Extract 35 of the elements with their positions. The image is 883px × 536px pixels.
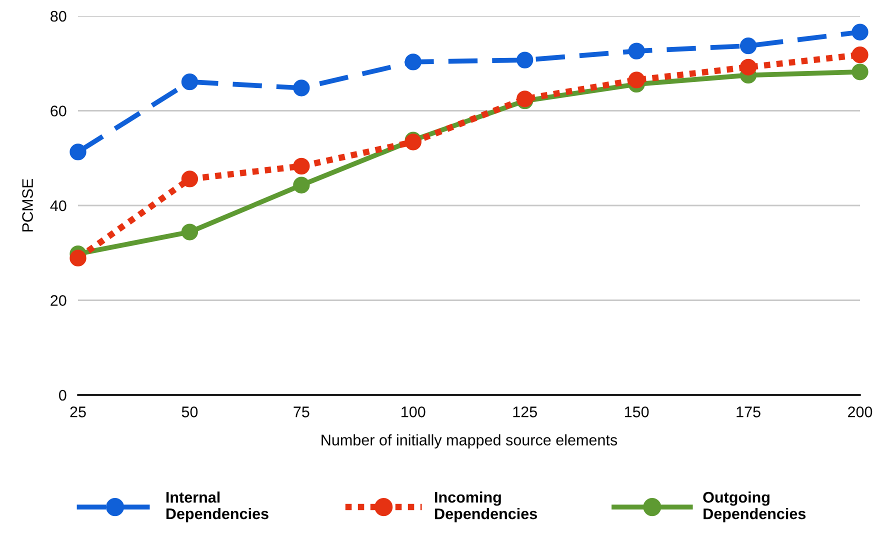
point: [628, 72, 645, 88]
point: [516, 52, 534, 68]
point: [181, 74, 198, 90]
point: [628, 42, 645, 60]
point: [852, 46, 868, 64]
point: [740, 38, 757, 54]
point: [404, 54, 422, 70]
point: [740, 58, 757, 76]
legend-label: Outgoing Dependencies: [703, 491, 806, 522]
x-tick-label: 175: [736, 406, 760, 418]
y-tick-label: 40: [50, 200, 66, 212]
x-tick-label: 100: [402, 406, 426, 418]
x-tick-label: 25: [70, 406, 86, 418]
y-tick-label: 80: [50, 10, 66, 22]
point: [70, 250, 86, 266]
x-tick-label: 200: [848, 406, 872, 418]
legend-label: Incoming Dependencies: [435, 491, 537, 522]
point: [293, 176, 310, 194]
point: [293, 80, 310, 96]
point: [70, 144, 86, 160]
y-tick-label: 0: [58, 390, 66, 401]
y-tick-label: 20: [50, 295, 66, 306]
legend-label: Internal Dependencies: [166, 492, 268, 522]
point: [293, 158, 310, 175]
point: [852, 64, 868, 80]
y-tick-label: 60: [50, 106, 66, 116]
point: [181, 224, 198, 240]
point: [181, 170, 198, 188]
x-tick-label: 150: [624, 406, 649, 418]
x-axis-title: Number of initially mapped source elements: [322, 434, 618, 448]
x-tick-label: 125: [513, 406, 537, 418]
x-tick-label: 75: [294, 406, 310, 418]
x-tick-label: 50: [182, 406, 198, 418]
y-axis-title: PCMSE: [22, 178, 33, 232]
point: [852, 24, 868, 40]
